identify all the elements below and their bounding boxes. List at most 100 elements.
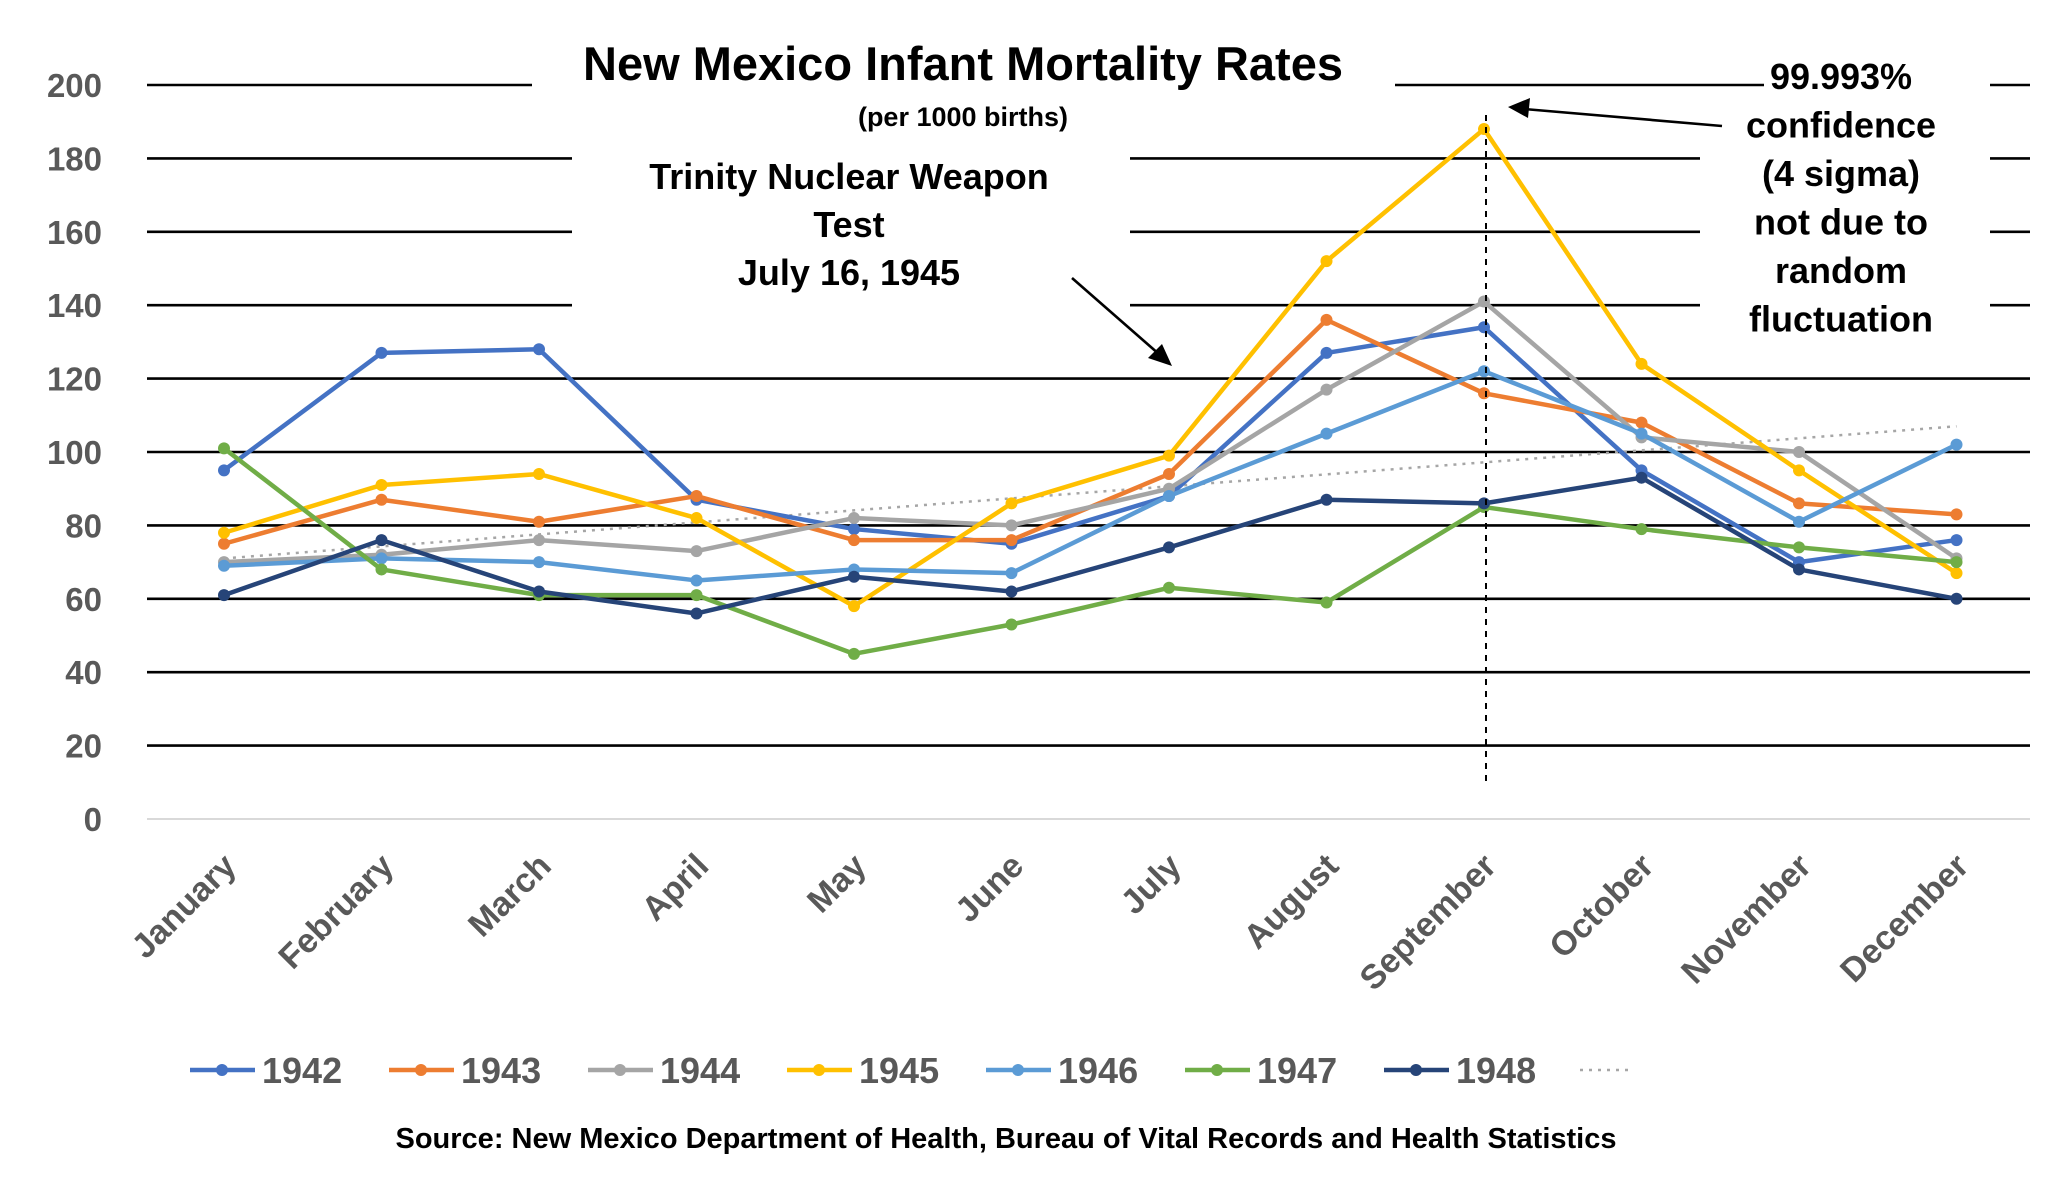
- data-point-1943: [533, 515, 545, 528]
- series-line-1942: [221, 324, 1959, 565]
- source-note: Source: New Mexico Department of Health,…: [396, 1123, 1617, 1155]
- data-point-1943: [1793, 497, 1805, 510]
- legend-swatch-marker: [1211, 1064, 1223, 1076]
- legend-label: 1944: [660, 1050, 740, 1091]
- series-1946: [218, 365, 1963, 587]
- data-point-1945: [218, 526, 230, 539]
- data-point-1945: [533, 468, 545, 481]
- confidence-arrow: [1523, 107, 1723, 128]
- series-line-1944: [221, 299, 1959, 565]
- chart-title: New Mexico Infant Mortality Rates: [583, 37, 1343, 90]
- y-tick-label: 160: [47, 214, 102, 251]
- data-point-1943: [1950, 508, 1963, 521]
- data-point-1942: [375, 346, 388, 359]
- data-point-1947: [690, 589, 703, 602]
- y-tick-label: 80: [65, 507, 102, 544]
- confidence-annotation-line: confidence: [1746, 105, 1936, 146]
- legend-item-1943: 1943: [389, 1050, 541, 1091]
- data-point-1943: [1478, 387, 1490, 400]
- data-point-1947: [1320, 596, 1333, 609]
- data-point-1945: [1793, 464, 1805, 477]
- legend-label: 1947: [1257, 1050, 1337, 1091]
- data-point-1943: [218, 537, 230, 550]
- data-point-1945: [1635, 357, 1648, 370]
- legend-item-1948: 1948: [1384, 1050, 1536, 1091]
- data-point-1946: [1793, 515, 1805, 528]
- series-1947: [218, 442, 1963, 660]
- data-point-1947: [375, 563, 388, 576]
- legend-item-1945: 1945: [787, 1050, 939, 1091]
- series-1948: [218, 471, 1963, 620]
- y-tick-label: 100: [47, 434, 102, 471]
- y-tick-label: 180: [47, 140, 102, 177]
- data-point-1944: [848, 512, 860, 525]
- data-point-1947: [1793, 541, 1805, 554]
- trinity-annotation-line: Test: [813, 204, 884, 245]
- y-tick-label: 20: [65, 728, 102, 765]
- data-point-1943: [690, 490, 703, 503]
- y-tick-label: 60: [65, 581, 102, 618]
- y-tick-label: 40: [65, 654, 102, 691]
- legend-item-1947: 1947: [1185, 1050, 1337, 1091]
- confidence-annotation: 99.993% confidence (4 sigma) not due to rand…: [1746, 56, 1936, 340]
- data-point-1946: [1163, 490, 1175, 503]
- data-point-1945: [1950, 567, 1963, 580]
- data-point-1945: [1005, 497, 1018, 510]
- data-point-1945: [848, 600, 860, 613]
- y-tick-label: 200: [47, 67, 102, 104]
- data-point-1945: [690, 512, 703, 525]
- data-point-1944: [1793, 446, 1805, 458]
- confidence-annotation-line: not due to: [1754, 202, 1928, 243]
- legend: 1942 1943 1944 1945 1946 1947 1948: [190, 1050, 1630, 1091]
- legend-swatch-marker: [1410, 1064, 1422, 1076]
- data-point-1946: [1635, 427, 1648, 440]
- data-point-1943: [1320, 313, 1333, 326]
- data-point-1945: [1478, 123, 1490, 136]
- data-point-1946: [1320, 427, 1333, 440]
- confidence-annotation-line: (4 sigma): [1762, 153, 1920, 194]
- data-point-1948: [375, 534, 388, 547]
- data-point-1943: [1163, 468, 1175, 481]
- data-point-1943: [848, 534, 860, 547]
- confidence-annotation-line: 99.993%: [1770, 56, 1912, 97]
- y-axis-ticks: 0 20 40 60 80 100 120 140 160 180 200: [47, 67, 102, 838]
- data-point-1942: [218, 464, 230, 477]
- data-point-1942: [1320, 346, 1333, 359]
- trendline-group: [223, 425, 1957, 560]
- data-point-1948: [533, 585, 545, 598]
- data-point-1946: [1950, 438, 1963, 451]
- trinity-arrowhead: [1148, 344, 1172, 366]
- data-point-1948: [1320, 493, 1333, 506]
- series-1945: [218, 123, 1963, 613]
- title-group: New Mexico Infant Mortality Rates (per 10…: [583, 37, 1343, 132]
- confidence-annotation-line: fluctuation: [1749, 299, 1933, 340]
- data-point-1948: [1478, 497, 1490, 510]
- legend-label: 1945: [859, 1050, 939, 1091]
- data-point-1946: [533, 556, 545, 569]
- chart-subtitle: (per 1000 births): [858, 102, 1068, 132]
- data-point-1945: [1320, 255, 1333, 268]
- data-point-1943: [1005, 534, 1018, 547]
- data-point-1944: [690, 545, 703, 558]
- legend-label: 1942: [262, 1050, 342, 1091]
- data-point-1948: [218, 589, 230, 602]
- y-tick-label: 120: [47, 361, 102, 398]
- data-point-1947: [848, 647, 860, 660]
- data-point-1942: [1950, 534, 1963, 547]
- data-point-1943: [375, 493, 388, 506]
- data-point-1948: [690, 607, 703, 620]
- data-point-1948: [1635, 471, 1648, 484]
- series-line-1946: [221, 369, 1959, 583]
- series-group: [218, 123, 1963, 660]
- data-point-1942: [1478, 321, 1490, 334]
- legend-item-1942: 1942: [190, 1050, 342, 1091]
- legend-swatch-marker: [813, 1064, 825, 1076]
- legend-label: 1946: [1058, 1050, 1138, 1091]
- data-point-1947: [1635, 523, 1648, 536]
- legend-swatch-marker: [415, 1064, 427, 1076]
- legend-swatch-marker: [1012, 1064, 1024, 1076]
- data-point-1948: [1950, 592, 1963, 605]
- trinity-annotation: Trinity Nuclear Weapon Test July 16, 1945: [649, 156, 1048, 293]
- confidence-arrowhead: [1508, 98, 1530, 118]
